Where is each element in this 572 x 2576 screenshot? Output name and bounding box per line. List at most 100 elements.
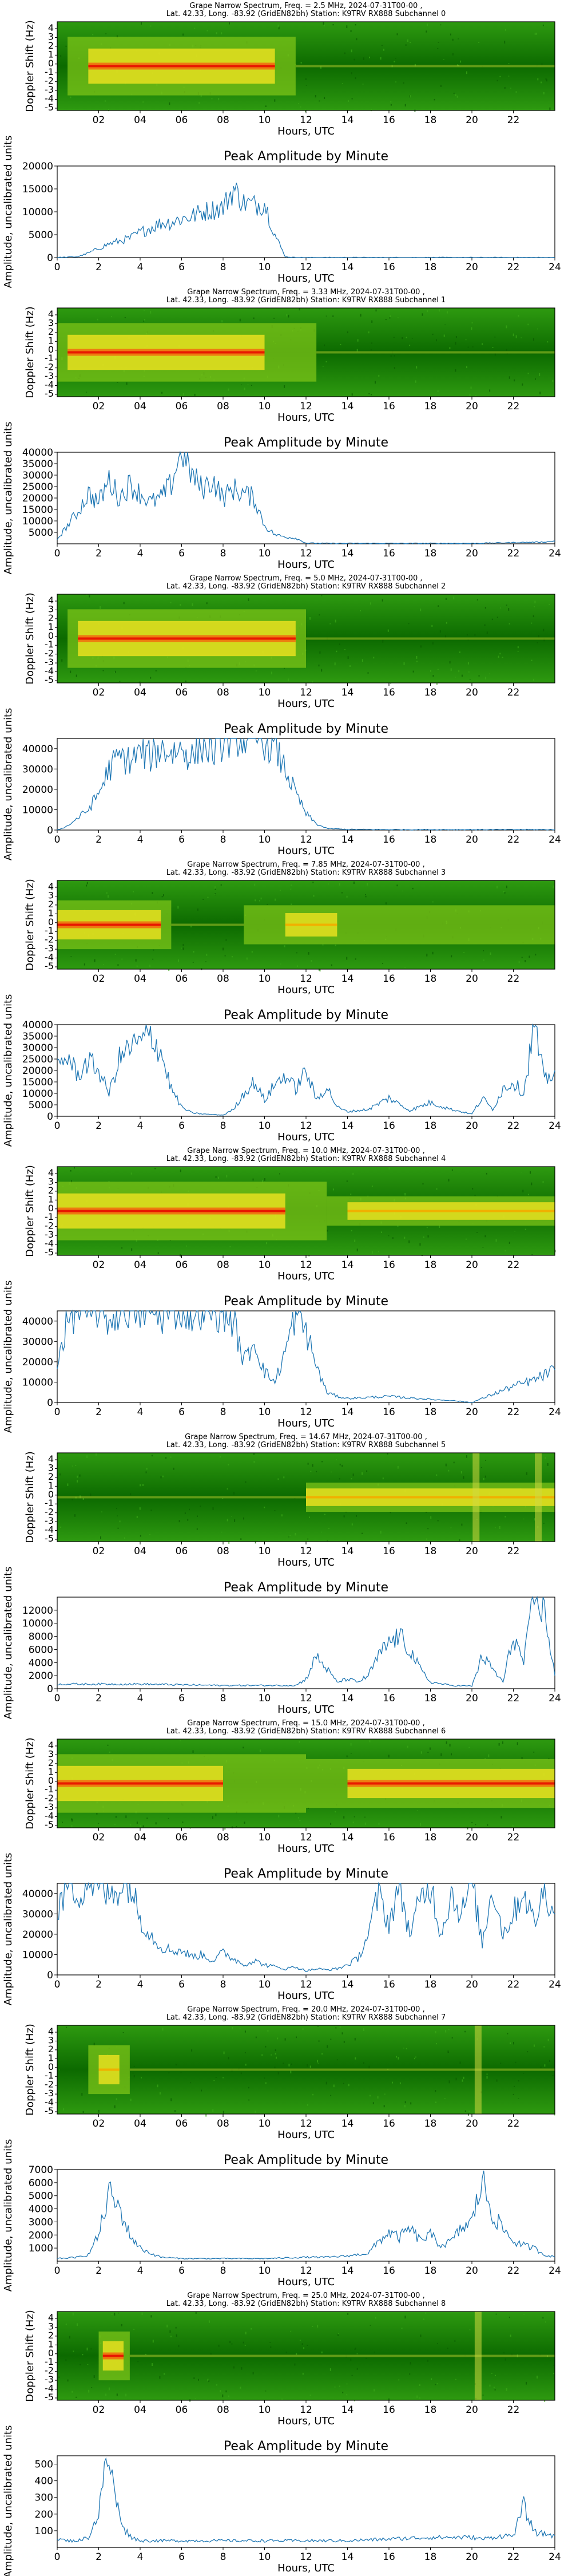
- spectrogram-texture: [114, 2313, 116, 2316]
- spectrogram-texture: [123, 602, 125, 605]
- spectrogram-texture: [273, 318, 275, 319]
- spectrogram-texture: [347, 331, 348, 334]
- spectrogram-texture: [74, 1167, 75, 1169]
- spectrogram-texture: [469, 2329, 471, 2330]
- spectrogram-texture: [340, 343, 341, 346]
- spectrogram-texture: [360, 610, 361, 611]
- spectrogram-y-tick-label: 2: [48, 1471, 54, 1482]
- spectrogram-texture: [537, 642, 538, 643]
- amplitude-x-tick-label: 8: [220, 548, 227, 559]
- spectrogram-y-tick-label: 3: [48, 1462, 54, 1473]
- spectrogram-texture: [547, 1463, 549, 1466]
- spectrogram-texture: [341, 1464, 343, 1467]
- spectrogram-texture: [347, 2313, 349, 2315]
- spectrogram-texture: [436, 339, 437, 342]
- spectrogram-texture: [544, 2400, 546, 2402]
- spectrogram-texture: [369, 2095, 371, 2097]
- spectrogram-texture: [446, 1741, 447, 1744]
- amplitude-x-axis-label: Hours, UTC: [277, 1990, 335, 2002]
- spectrogram-y-tick-label: 1: [48, 1766, 54, 1777]
- spectrogram-texture: [155, 1822, 157, 1825]
- spectrogram-texture: [426, 1227, 428, 1228]
- spectrogram-texture: [224, 955, 226, 957]
- spectrogram-texture: [475, 395, 476, 397]
- amplitude-x-tick-label: 16: [383, 262, 395, 273]
- spectrogram-band-core: [285, 923, 337, 926]
- spectrogram-texture: [245, 2064, 247, 2066]
- spectrogram-texture: [265, 2045, 267, 2048]
- spectrogram-y-tick-label: -3: [45, 370, 54, 381]
- spectrogram-x-tick-label: 04: [134, 401, 146, 412]
- spectrogram-texture: [410, 42, 411, 44]
- amplitude-x-tick-label: 0: [54, 1693, 61, 1704]
- spectrogram-texture: [398, 2057, 399, 2060]
- spectrogram-texture: [295, 1532, 296, 1536]
- spectrogram-texture: [404, 2316, 406, 2319]
- spectrogram-texture: [240, 2072, 242, 2075]
- spectrogram-y-tick-label: 2: [48, 899, 54, 910]
- amplitude-x-tick-label: 22: [507, 1406, 520, 1418]
- amplitude-x-tick-label: 0: [54, 1406, 61, 1418]
- spectrogram-texture: [330, 2038, 332, 2040]
- spectrogram-texture: [440, 1753, 442, 1756]
- amplitude-y-tick-label: 0: [47, 252, 53, 264]
- spectrogram-y-tick-label: -1: [45, 66, 54, 77]
- spectrogram-texture: [415, 2056, 416, 2058]
- amplitude-x-tick-label: 4: [137, 1979, 144, 1990]
- spectrogram-texture: [451, 955, 452, 958]
- spectrogram-x-tick-label: 06: [176, 114, 188, 126]
- spectrogram-texture: [450, 1527, 452, 1528]
- spectrogram-texture: [59, 1473, 61, 1476]
- spectrum-title-line-1: Grape Narrow Spectrum, Freq. = 7.85 MHz,…: [187, 860, 424, 869]
- spectrogram-texture: [65, 2324, 67, 2325]
- spectrogram-texture: [458, 65, 459, 66]
- spectrogram-texture: [541, 81, 542, 84]
- amplitude-x-tick-label: 8: [220, 1693, 227, 1704]
- spectrogram-texture: [300, 62, 302, 64]
- spectrogram-texture: [396, 2056, 398, 2058]
- spectrogram-texture: [530, 1171, 531, 1174]
- amplitude-series-line: [57, 451, 555, 544]
- amplitude-y-axis-label: Amplitude, uncalibrated units: [2, 1281, 14, 1433]
- spectrogram-texture: [309, 617, 311, 620]
- spectrogram-texture: [274, 99, 276, 102]
- spectrogram-texture: [218, 1176, 219, 1179]
- spectrogram-texture: [296, 2036, 297, 2038]
- spectrogram-texture: [426, 953, 428, 957]
- amplitude-x-tick-label: 8: [220, 1120, 227, 1132]
- spectrogram-texture: [169, 2330, 171, 2333]
- spectrogram-texture: [371, 1186, 373, 1187]
- spectrogram-texture: [444, 2097, 446, 2099]
- amplitude-x-axis-label: Hours, UTC: [277, 1131, 335, 1143]
- spectrogram-texture: [121, 2324, 122, 2326]
- spectrogram-texture: [346, 957, 348, 960]
- spectrogram-texture: [350, 1743, 352, 1746]
- spectrogram-y-tick-label: -1: [45, 925, 54, 936]
- spectrogram-texture: [475, 1824, 476, 1826]
- spectrogram-texture: [175, 2326, 177, 2329]
- spectrogram-texture: [480, 1467, 482, 1468]
- spectrogram-texture: [84, 963, 85, 966]
- spectrogram-texture: [450, 668, 452, 671]
- spectrogram-faint-trace: [129, 2068, 555, 2071]
- spectrogram-texture: [184, 1512, 186, 1514]
- spectrogram-texture: [189, 1508, 190, 1511]
- amplitude-y-tick-label: 40000: [22, 744, 53, 755]
- spectrogram-texture: [328, 1528, 329, 1530]
- spectrogram-y-tick-label: -5: [45, 1819, 54, 1830]
- spectrogram-y-tick-label: -5: [45, 2392, 54, 2403]
- spectrogram-x-tick-label: 08: [217, 114, 229, 126]
- spectrogram-texture: [115, 1816, 117, 1818]
- spectrogram-x-tick-label: 04: [134, 973, 146, 985]
- spectrogram-texture: [440, 24, 442, 26]
- spectrogram-texture: [76, 674, 77, 677]
- spectrogram-texture: [439, 1225, 440, 1228]
- spectrogram-texture: [281, 1514, 283, 1517]
- spectrogram-x-tick-label: 02: [93, 1546, 105, 1557]
- spectrogram-x-tick-label: 12: [300, 1832, 312, 1843]
- amplitude-x-axis-label: Hours, UTC: [277, 1417, 335, 1429]
- spectrogram-texture: [354, 2348, 356, 2350]
- spectrogram-texture: [440, 85, 442, 87]
- spectrogram-texture: [375, 2317, 376, 2319]
- spectrogram-texture: [343, 1515, 345, 1518]
